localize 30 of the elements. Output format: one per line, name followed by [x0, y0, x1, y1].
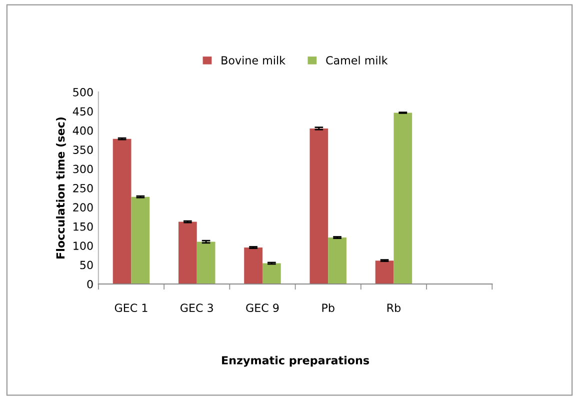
y-tick-label: 50: [80, 260, 93, 270]
x-tick-label: GEC 1: [114, 304, 148, 312]
x-tick-label: GEC 9: [246, 304, 279, 312]
y-tick-label: 450: [72, 107, 93, 116]
legend-label: Bovine milk: [222, 56, 286, 64]
bar: [196, 242, 216, 284]
bar: [112, 138, 132, 284]
y-tick-label: 250: [73, 184, 93, 192]
y-tick-label: 200: [73, 203, 93, 212]
x-tick-label: Rb: [387, 303, 400, 312]
legend-label: Camel milk: [326, 56, 388, 64]
y-tick-label: 400: [72, 126, 93, 135]
bar: [310, 128, 328, 284]
bar: [244, 248, 262, 284]
y-tick-label: 500: [73, 88, 93, 96]
y-tick-label: 100: [74, 242, 93, 250]
y-tick-label: 150: [74, 222, 93, 231]
x-tick-label: Pb: [322, 303, 334, 312]
bar: [131, 196, 150, 284]
y-tick-label: 350: [73, 146, 93, 154]
y-tick-label: 300: [73, 164, 93, 174]
bar: [262, 263, 281, 284]
bar: [375, 260, 394, 284]
y-axis-title: Flocculation time (sec): [56, 117, 66, 258]
bar: [178, 222, 197, 284]
y-tick-label: 0: [87, 280, 93, 288]
bar: [394, 112, 412, 284]
bar: [328, 238, 346, 284]
x-tick-label: GEC 3: [180, 304, 213, 312]
x-axis-title: Enzymatic preparations: [222, 356, 370, 367]
